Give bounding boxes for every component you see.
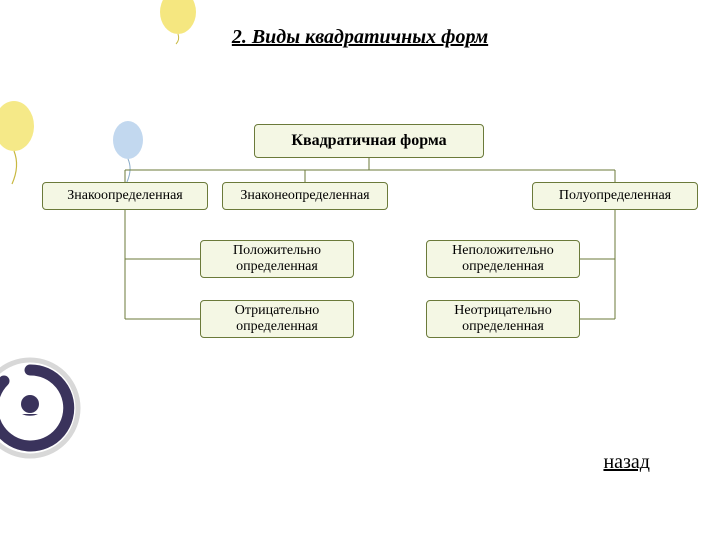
node-root: Квадратичная форма <box>254 124 484 158</box>
node-b: Знаконеопределенная <box>222 182 388 210</box>
node-a2: Отрицательноопределенная <box>200 300 354 338</box>
node-a: Знакоопределенная <box>42 182 208 210</box>
node-a1: Положительноопределенная <box>200 240 354 278</box>
node-c2: Неотрицательноопределенная <box>426 300 580 338</box>
node-c: Полуопределенная <box>532 182 698 210</box>
node-c1: Неположительноопределенная <box>426 240 580 278</box>
back-link[interactable]: назад <box>603 451 650 474</box>
